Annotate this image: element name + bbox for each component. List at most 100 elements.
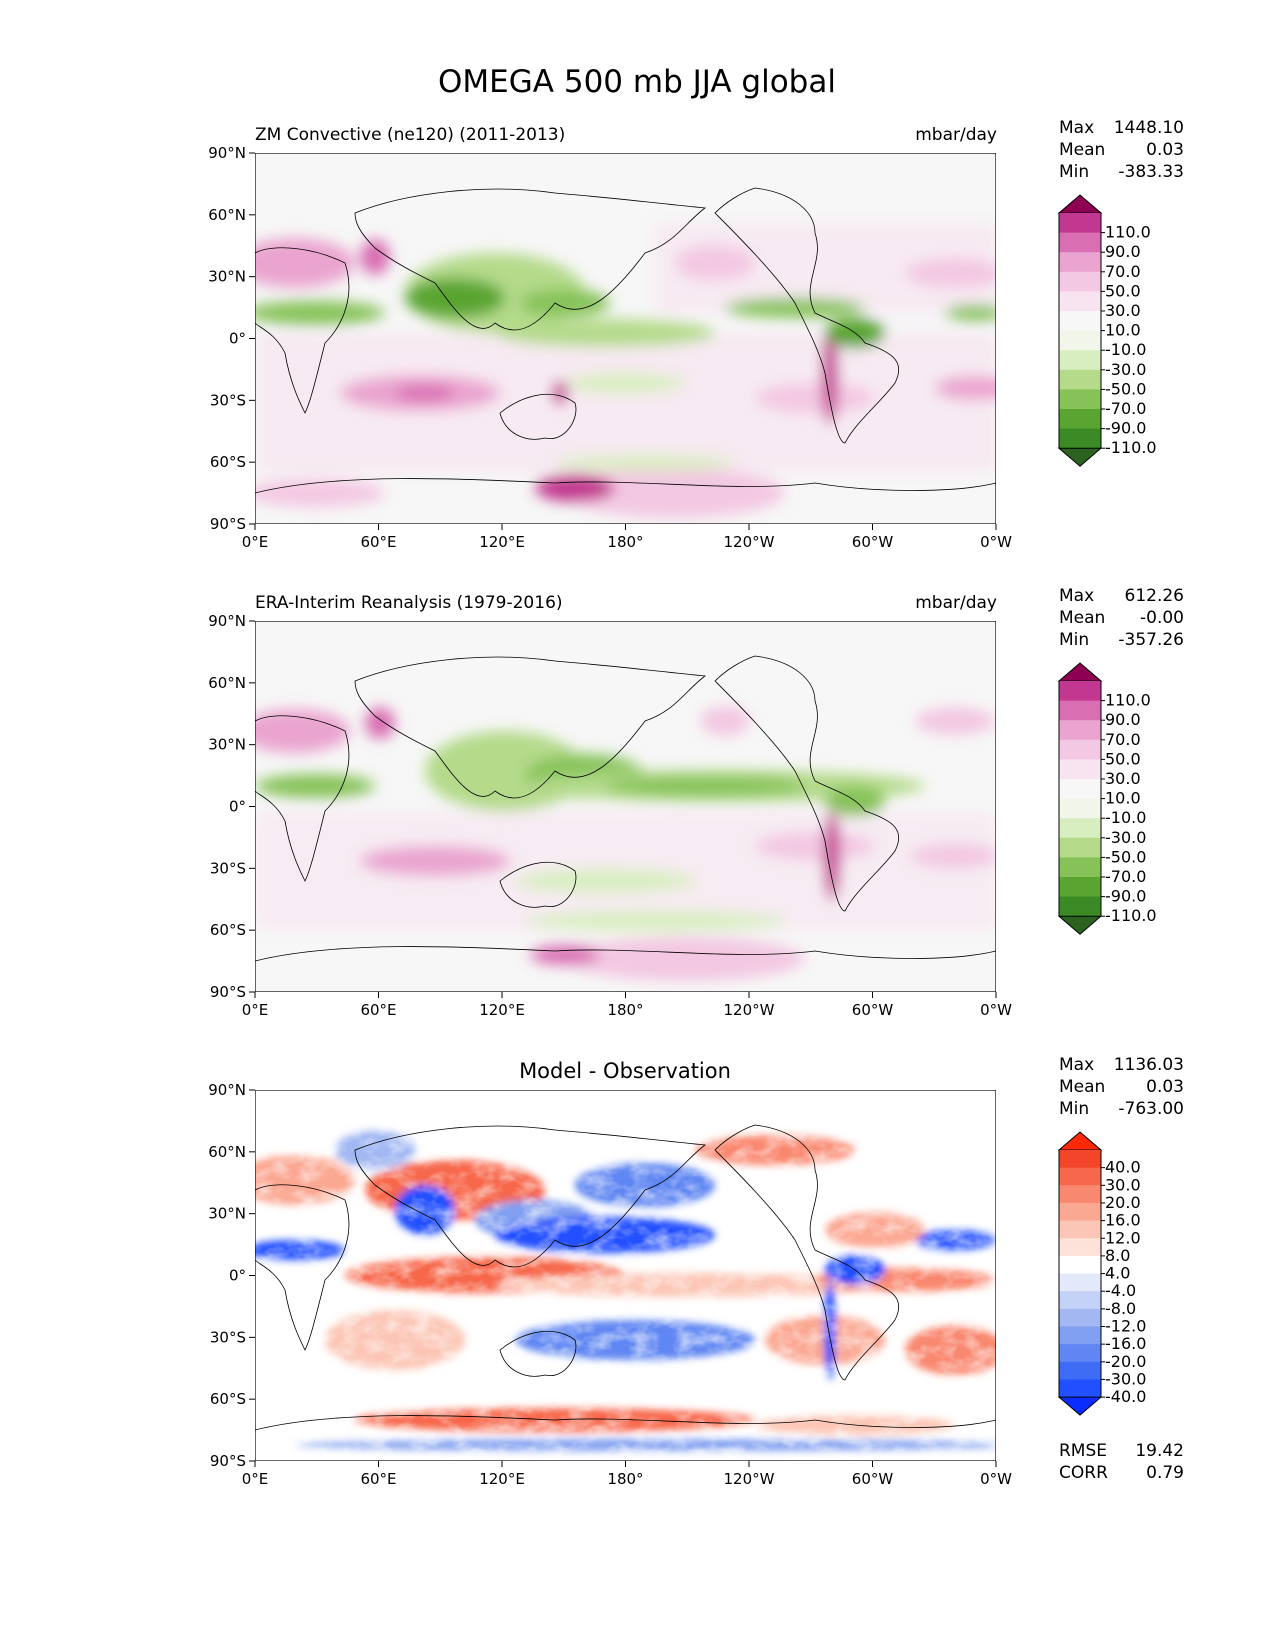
colorbar-tick-label: 12.0	[1105, 1228, 1141, 1247]
y-tick-label: 60°S	[210, 1390, 246, 1408]
colorbar-segment	[1059, 350, 1101, 371]
colorbar-tick-label: 40.0	[1105, 1158, 1141, 1177]
colorbar-segment	[1059, 252, 1101, 273]
stats-model-mean-label: Mean	[1059, 140, 1105, 160]
colorbar-diff: 40.030.020.016.012.08.04.0-4.0-8.0-12.0-…	[1057, 1131, 1146, 1416]
colorbar-segment	[1059, 311, 1101, 332]
colorbar-segment	[1059, 759, 1101, 780]
colorbar-segment	[1059, 1238, 1101, 1257]
colorbar-tick-label: -40.0	[1105, 1387, 1146, 1406]
y-tick-label: 30°N	[208, 1205, 246, 1223]
colorbar-segment	[1059, 1361, 1101, 1380]
colorbar-tick-label: 50.0	[1105, 281, 1141, 300]
stats-obs-mean-value: -0.00	[1140, 608, 1184, 628]
colorbar-segment	[1059, 739, 1101, 760]
x-tick-label: 120°W	[724, 1470, 775, 1488]
colorbar-segment	[1059, 1185, 1101, 1204]
colorbar-extend-max	[1057, 662, 1103, 682]
y-tick-label: 90°N	[208, 612, 246, 630]
colorbar-segment	[1059, 1344, 1101, 1363]
colorbar-tick-label: 70.0	[1105, 730, 1141, 749]
x-tick-label: 180°	[607, 533, 643, 551]
y-tick-label: 30°S	[210, 859, 246, 877]
stats-diff: Max 1136.03 Mean 0.03 Min -763.00	[1059, 1055, 1184, 1119]
y-tick-label: 0°	[229, 798, 246, 816]
coastlines-diff	[255, 1124, 996, 1431]
colorbar-segment	[1059, 857, 1101, 878]
colorbar-segment	[1059, 389, 1101, 410]
y-tick-label: 30°S	[210, 1328, 246, 1346]
colorbar-segment	[1059, 232, 1101, 253]
x-tick-label: 120°W	[724, 1001, 775, 1019]
stats-diff-min-label: Min	[1059, 1099, 1089, 1119]
stats-model-min-label: Min	[1059, 162, 1089, 182]
x-tick-label: 180°	[607, 1001, 643, 1019]
colorbar-segment	[1059, 213, 1101, 234]
colorbar-segment	[1059, 681, 1101, 702]
panel-model-left-title: ZM Convective (ne120) (2011-2013)	[255, 125, 565, 145]
x-tick-label: 0°W	[980, 1470, 1012, 1488]
colorbar-segment	[1059, 837, 1101, 858]
panel-obs: ERA-Interim Reanalysis (1979-2016) mbar/…	[208, 586, 1184, 1019]
stats-obs-max-value: 612.26	[1125, 586, 1184, 606]
colorbar-segment	[1059, 1326, 1101, 1345]
panel-diff: Model - Observation Max 1136.03 Mean 0.0…	[208, 1055, 1184, 1488]
colorbar-segment	[1059, 291, 1101, 312]
y-tick-label: 30°S	[210, 391, 246, 409]
colorbar-segment	[1059, 896, 1101, 917]
colorbar-segment	[1059, 1308, 1101, 1327]
colorbar-model: 110.090.070.050.030.010.0-10.0-30.0-50.0…	[1057, 194, 1157, 467]
colorbar-tick-label: -4.0	[1105, 1281, 1136, 1300]
colorbar-segment	[1059, 818, 1101, 839]
colorbar-tick-label: 70.0	[1105, 262, 1141, 281]
map-obs	[255, 621, 996, 992]
colorbar-segment	[1059, 720, 1101, 741]
x-tick-label: 120°W	[724, 533, 775, 551]
colorbar-tick-label: 90.0	[1105, 710, 1141, 729]
colorbar-tick-label: -20.0	[1105, 1352, 1146, 1371]
panel-obs-units: mbar/day	[915, 593, 997, 613]
field-obs	[255, 706, 996, 981]
field-model	[255, 223, 996, 518]
colorbar-segment	[1059, 1273, 1101, 1292]
ticks-diff: 0°E 60°E 120°E 180° 120°W 60°W 0°W 90°N 60°N 30°N…	[208, 1081, 1012, 1488]
colorbar-tick-label: 30.0	[1105, 1175, 1141, 1194]
colorbar-tick-label: 30.0	[1105, 769, 1141, 788]
colorbar-tick-label: 10.0	[1105, 321, 1141, 340]
colorbar-tick-label: -30.0	[1105, 1369, 1146, 1388]
rmse-value: 19.42	[1135, 1441, 1184, 1461]
stats-obs-mean-label: Mean	[1059, 608, 1105, 628]
stats-diff-min-value: -763.00	[1118, 1099, 1184, 1119]
colorbar-tick-label: 16.0	[1105, 1211, 1141, 1230]
ticks-model: 0°E 60°E 120°E 180° 120°W 60°W 0°W 90°N 60°N 30°N…	[208, 144, 1012, 551]
x-tick-label: 60°W	[852, 1470, 894, 1488]
colorbar-tick-label: -110.0	[1105, 906, 1157, 925]
y-tick-label: 60°N	[208, 674, 246, 692]
colorbar-tick-label: -50.0	[1105, 847, 1146, 866]
colorbar-tick-label: -90.0	[1105, 887, 1146, 906]
colorbar-segment	[1059, 1167, 1101, 1186]
colorbar-tick-label: -90.0	[1105, 419, 1146, 438]
x-tick-label: 120°E	[479, 1470, 525, 1488]
colorbar-segment	[1059, 1150, 1101, 1169]
colorbar-obs: 110.090.070.050.030.010.0-10.0-30.0-50.0…	[1057, 662, 1157, 935]
stats-obs: Max 612.26 Mean -0.00 Min -357.26	[1059, 586, 1184, 650]
colorbar-tick-label: -30.0	[1105, 360, 1146, 379]
colorbar-tick-label: -10.0	[1105, 808, 1146, 827]
stats-obs-min-value: -357.26	[1118, 630, 1184, 650]
colorbar-tick-label: -50.0	[1105, 379, 1146, 398]
colorbar-tick-label: -70.0	[1105, 399, 1146, 418]
colorbar-tick-label: 30.0	[1105, 301, 1141, 320]
x-tick-label: 0°E	[242, 533, 269, 551]
stats-obs-min-label: Min	[1059, 630, 1089, 650]
colorbar-tick-label: -110.0	[1105, 438, 1157, 457]
colorbar-segment	[1059, 1379, 1101, 1398]
y-tick-label: 60°N	[208, 206, 246, 224]
metrics-diff: RMSE 19.42 CORR 0.79	[1059, 1441, 1184, 1483]
x-tick-label: 60°E	[360, 533, 396, 551]
colorbar-tick-label: -8.0	[1105, 1299, 1136, 1318]
colorbar-tick-label: 10.0	[1105, 789, 1141, 808]
panel-diff-title: Model - Observation	[519, 1059, 731, 1083]
stats-model-max-value: 1448.10	[1114, 118, 1184, 138]
